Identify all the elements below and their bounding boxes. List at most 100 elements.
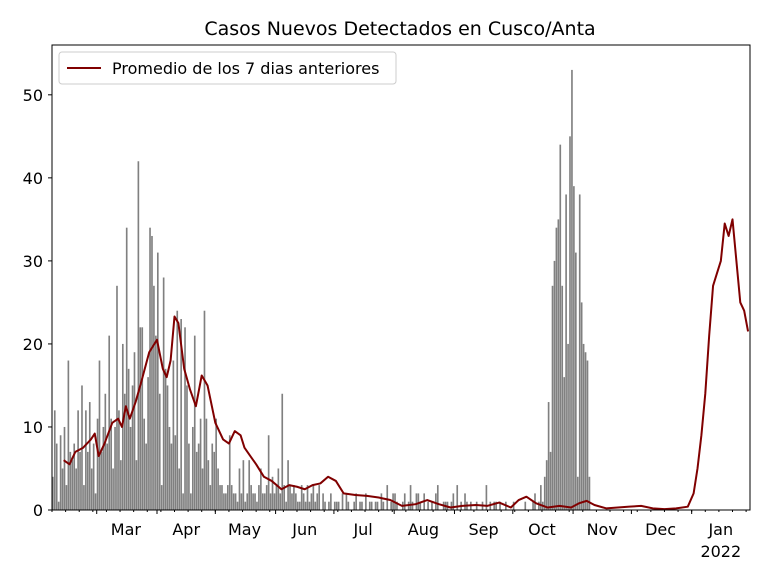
bar <box>435 493 437 510</box>
bar <box>116 285 118 510</box>
bar <box>236 501 239 510</box>
bar <box>83 485 85 510</box>
legend: Promedio de los 7 dias anteriores <box>58 51 397 85</box>
x-tick-label: Aug <box>408 520 439 539</box>
bar <box>256 501 258 510</box>
bar <box>145 443 147 510</box>
bar <box>538 501 540 510</box>
bar <box>209 485 212 510</box>
bar <box>374 501 377 510</box>
bar <box>415 493 418 510</box>
bar <box>300 485 303 510</box>
bar <box>456 485 459 510</box>
bar <box>263 493 266 510</box>
bar <box>341 493 344 510</box>
bar <box>261 493 264 510</box>
bar <box>376 501 379 510</box>
bar <box>182 493 184 510</box>
bar <box>588 476 591 510</box>
bar <box>559 144 562 510</box>
bar <box>114 426 116 510</box>
bar <box>306 485 309 510</box>
bar <box>549 451 552 511</box>
bar <box>450 501 453 510</box>
bar <box>265 485 268 510</box>
bar <box>390 501 392 510</box>
bar <box>79 451 81 511</box>
bar <box>431 501 433 510</box>
bar <box>110 418 112 510</box>
bar <box>382 501 385 510</box>
y-tick-label: 30 <box>23 252 43 271</box>
bar <box>302 493 305 510</box>
bar <box>312 485 315 510</box>
y-tick-label: 50 <box>23 86 43 105</box>
bar <box>178 468 181 510</box>
bar <box>87 451 89 511</box>
bar <box>61 468 64 510</box>
bar <box>578 194 581 510</box>
bar <box>221 485 223 510</box>
x-tick-label: Jan <box>707 520 733 539</box>
bar <box>296 501 299 510</box>
bar <box>238 468 241 510</box>
bar <box>188 443 190 510</box>
bar <box>213 451 216 511</box>
bar <box>328 501 330 510</box>
bar <box>524 501 527 510</box>
bar <box>240 493 243 510</box>
bar <box>197 443 200 510</box>
legend-label: Promedio de los 7 dias anteriores <box>112 59 379 78</box>
bar <box>452 493 455 510</box>
bar <box>396 501 398 510</box>
bar <box>380 493 383 510</box>
bar <box>75 468 77 510</box>
bar <box>65 485 68 510</box>
bar <box>156 252 159 510</box>
bar <box>160 485 163 510</box>
bar <box>258 485 260 510</box>
bar <box>199 418 202 510</box>
bar <box>246 493 249 510</box>
bar <box>211 443 214 510</box>
bar <box>555 227 558 510</box>
bar <box>565 194 567 510</box>
bar <box>584 352 587 510</box>
bar <box>141 327 144 510</box>
bar <box>168 426 171 510</box>
bar <box>267 435 270 510</box>
bar <box>67 360 70 510</box>
bar <box>289 485 291 510</box>
bar <box>133 352 136 510</box>
bar <box>230 485 233 510</box>
bar <box>137 161 140 510</box>
bar <box>57 501 60 510</box>
bar <box>386 485 389 510</box>
bar <box>277 468 280 510</box>
bar <box>283 485 286 510</box>
bar <box>193 335 196 511</box>
bar <box>139 327 142 510</box>
bar <box>195 451 198 511</box>
bar <box>495 501 497 510</box>
line-series <box>63 218 750 511</box>
bar <box>77 410 79 510</box>
bar <box>269 493 272 510</box>
bar <box>228 435 231 510</box>
bar <box>304 501 307 510</box>
y-tick-label: 40 <box>23 169 43 188</box>
bar <box>547 402 550 510</box>
bar <box>162 277 165 510</box>
bar <box>242 460 245 510</box>
bar <box>295 493 297 510</box>
bar <box>170 443 173 510</box>
bar <box>419 501 422 510</box>
bar <box>90 468 93 510</box>
bar <box>155 335 157 511</box>
y-tick-label: 20 <box>23 335 43 354</box>
bar <box>557 219 560 511</box>
bar <box>149 227 151 510</box>
bar <box>347 501 350 510</box>
x-tick-label: Apr <box>172 520 200 539</box>
